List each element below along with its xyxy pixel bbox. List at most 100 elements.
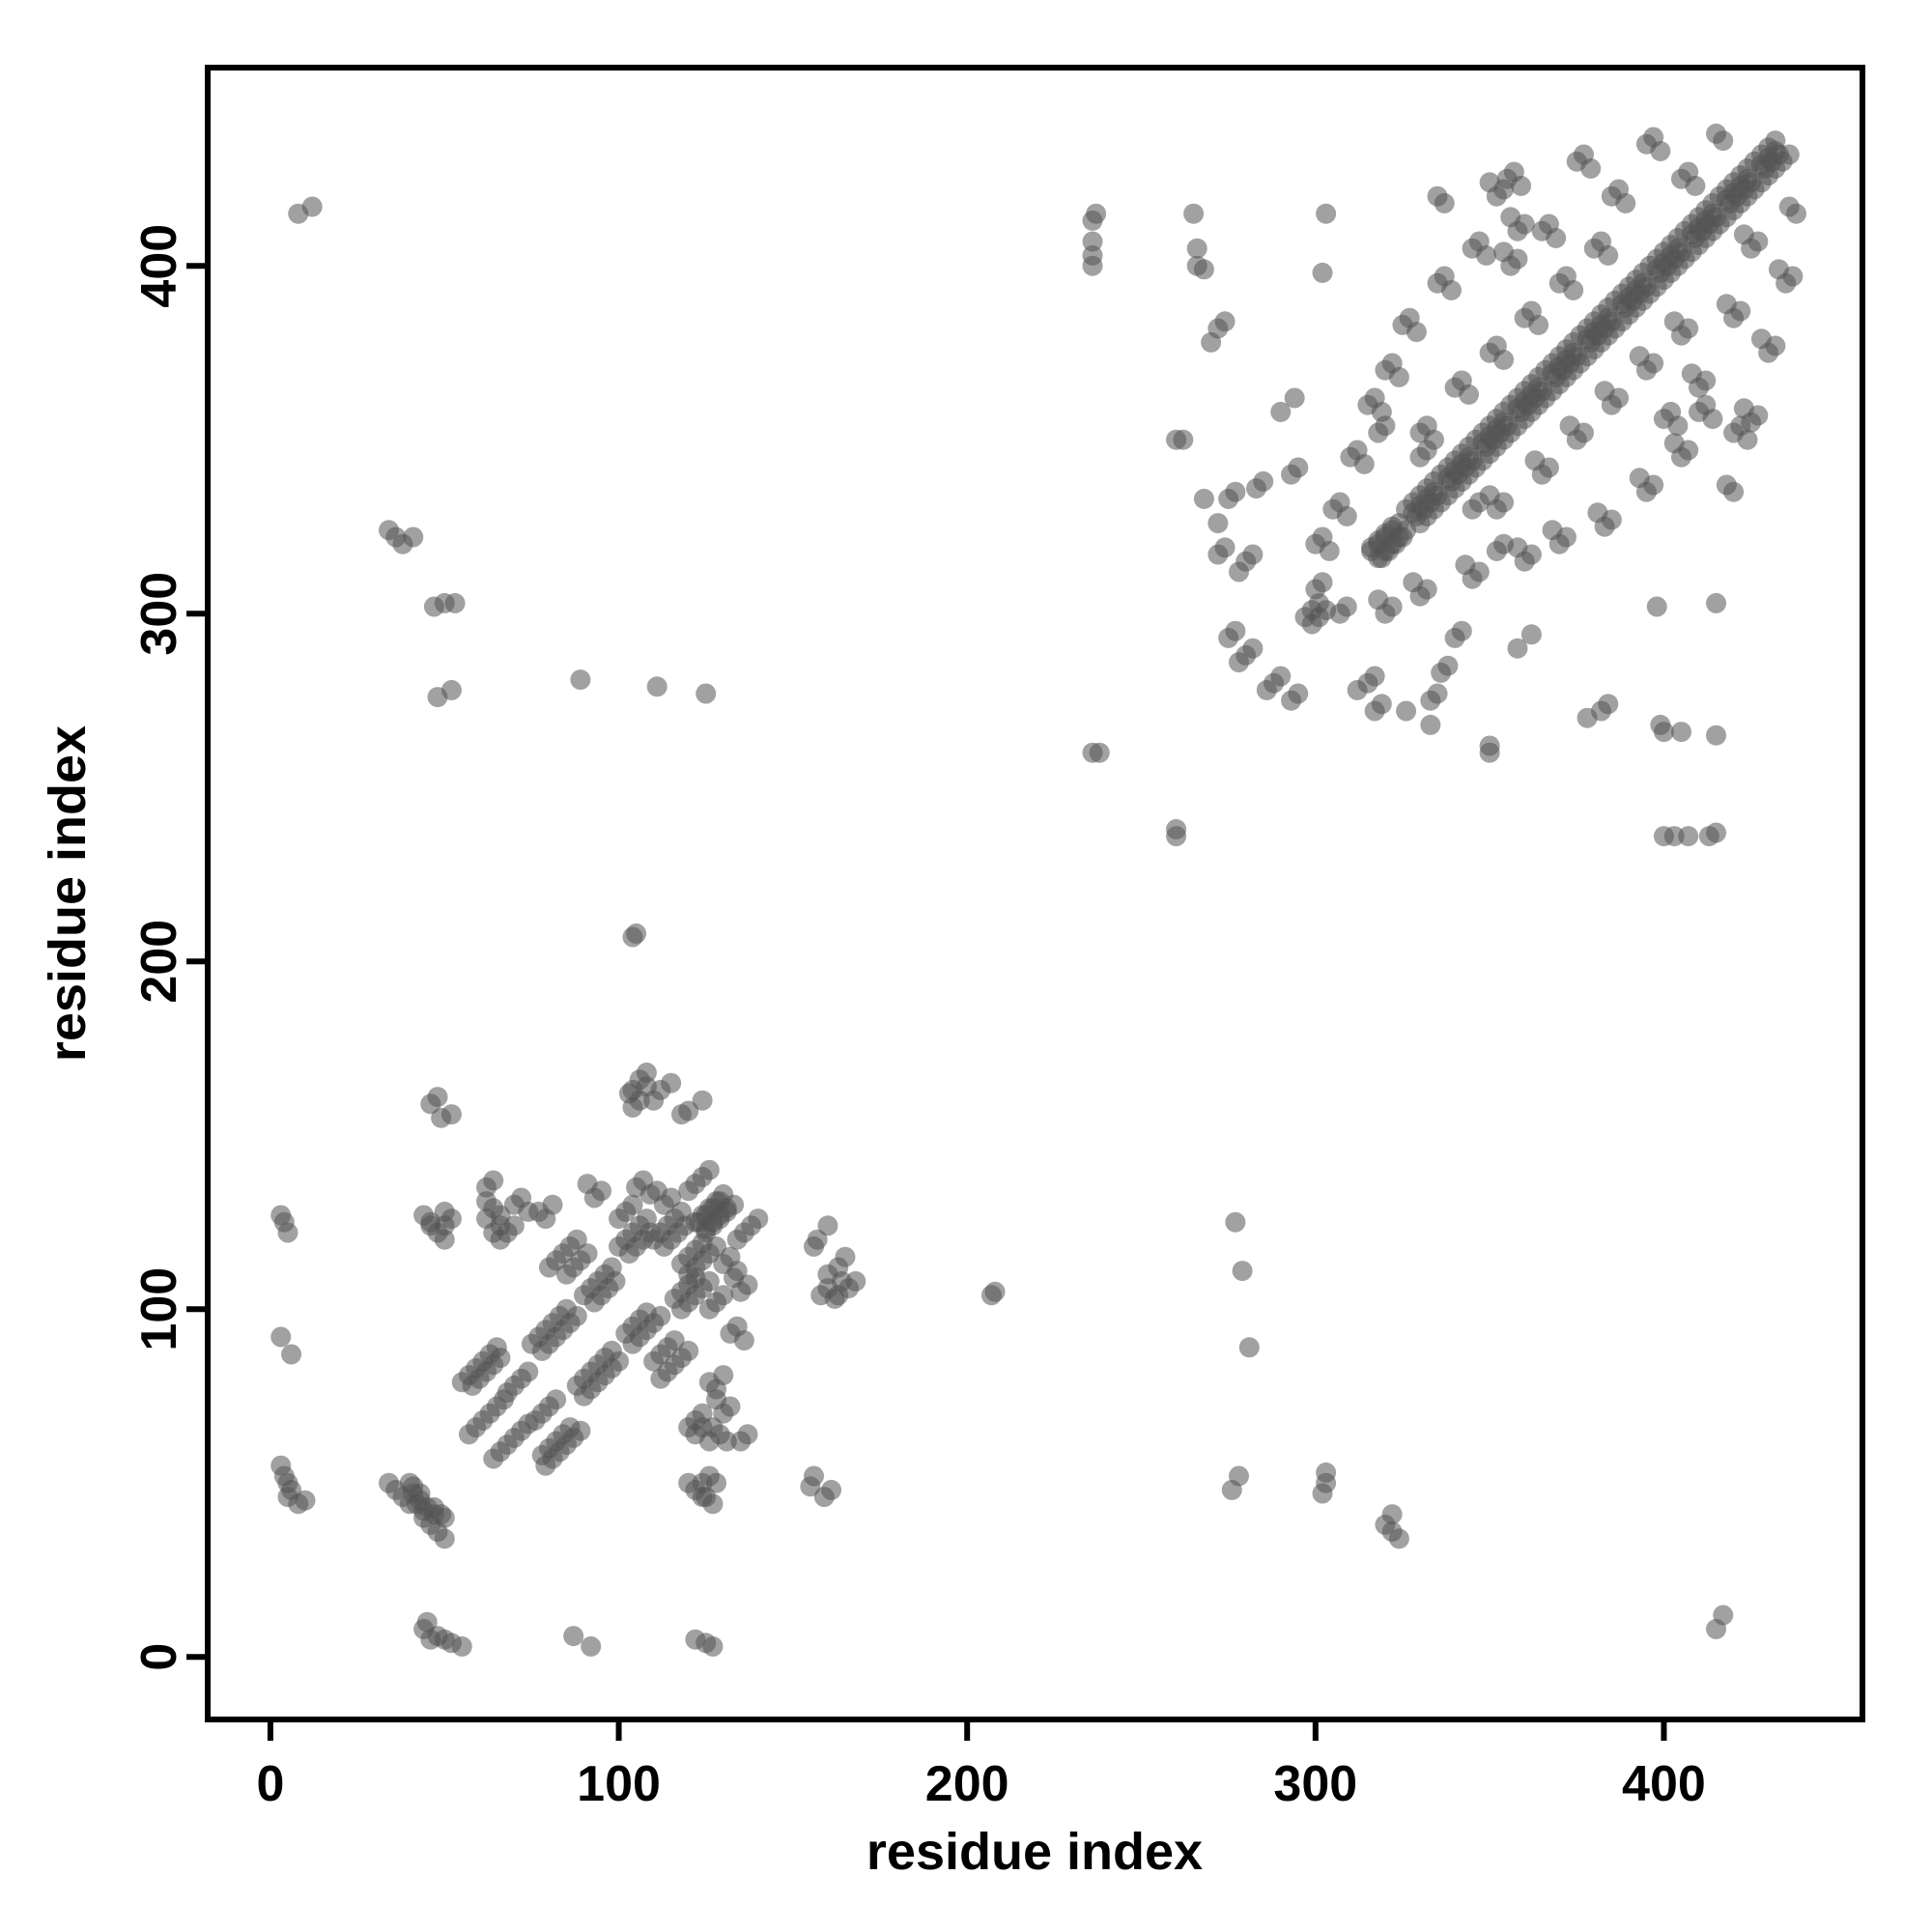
scatter-point xyxy=(1082,244,1103,266)
scatter-point xyxy=(748,1208,769,1230)
scatter-point xyxy=(1733,398,1754,419)
scatter-point xyxy=(1427,683,1448,704)
scatter-point xyxy=(1253,470,1274,492)
plot-frame xyxy=(205,65,1865,1722)
scatter-point xyxy=(379,1472,400,1493)
y-axis-title: residue index xyxy=(39,725,97,1062)
scatter-point xyxy=(1228,561,1249,582)
scatter-point xyxy=(1629,468,1650,489)
scatter-point xyxy=(1778,196,1800,217)
scatter-point xyxy=(281,1479,302,1500)
plot-frame-rect xyxy=(205,65,1865,1722)
scatter-point xyxy=(1500,207,1521,228)
scatter-point xyxy=(661,1072,682,1094)
scatter-point xyxy=(270,1205,292,1226)
scatter-point xyxy=(1193,488,1214,509)
scatter-point xyxy=(1232,1261,1253,1282)
scatter-point xyxy=(1670,722,1691,743)
scatter-point xyxy=(1663,826,1685,847)
scatter-point xyxy=(698,1431,720,1452)
scatter-point xyxy=(1420,714,1441,735)
scatter-point xyxy=(692,1403,713,1424)
scatter-point xyxy=(713,1285,734,1306)
scatter-point xyxy=(1396,700,1417,722)
x-tick-label: 100 xyxy=(577,1756,661,1812)
scatter-point xyxy=(1284,387,1305,409)
scatter-point xyxy=(1698,826,1719,847)
scatter-point xyxy=(678,1340,699,1361)
scatter-point xyxy=(570,669,591,691)
scatter-point xyxy=(281,1344,302,1365)
scatter-point xyxy=(1507,638,1528,659)
scatter-point xyxy=(1388,1528,1409,1549)
x-tick-label: 200 xyxy=(925,1756,1009,1812)
scatter-point xyxy=(1577,707,1598,728)
scatter-point xyxy=(1702,409,1723,430)
scatter-point xyxy=(1663,311,1685,332)
scatter-point xyxy=(270,1326,292,1348)
scatter-point xyxy=(427,1626,448,1647)
scatter-point xyxy=(1563,279,1584,300)
scatter-point xyxy=(678,1472,699,1493)
scatter-point xyxy=(403,1476,424,1497)
scatter-point xyxy=(1458,446,1479,468)
scatter-point xyxy=(1479,172,1500,193)
scatter-point xyxy=(1347,679,1368,700)
scatter-point xyxy=(664,1330,685,1351)
scatter-point xyxy=(427,1087,448,1108)
scatter-point xyxy=(1598,694,1619,715)
scatter-point xyxy=(295,1490,316,1511)
scatter-point xyxy=(1256,679,1277,700)
scatter-point xyxy=(1646,596,1667,617)
scatter-point xyxy=(835,1246,856,1267)
scatter-point xyxy=(1381,1504,1403,1525)
y-tick-label: 200 xyxy=(131,920,187,1004)
scatter-point xyxy=(1082,210,1103,231)
scatter-point xyxy=(1242,544,1264,565)
scatter-point xyxy=(1542,520,1563,541)
scatter-point xyxy=(1238,1337,1260,1358)
scatter-point xyxy=(1186,255,1208,276)
scatter-point xyxy=(821,1479,842,1500)
scatter-point xyxy=(444,592,466,613)
scatter-point xyxy=(1678,826,1699,847)
scatter-point xyxy=(379,520,400,541)
y-tick-label: 300 xyxy=(131,572,187,656)
scatter-point xyxy=(1316,203,1337,224)
scatter-point xyxy=(440,679,462,700)
scatter-point xyxy=(1546,227,1567,248)
scatter-point xyxy=(1493,533,1515,554)
scatter-point xyxy=(483,1170,504,1191)
scatter-point xyxy=(1201,331,1222,353)
scatter-point xyxy=(1476,244,1497,266)
scatter-point xyxy=(431,1504,452,1525)
scatter-point xyxy=(518,1361,539,1382)
scatter-point xyxy=(1765,140,1786,161)
scatter-point xyxy=(1208,513,1229,534)
scatter-point xyxy=(1353,453,1375,474)
scatter-point xyxy=(636,1062,657,1083)
scatter-point xyxy=(1437,655,1459,676)
scatter-point xyxy=(1368,589,1389,611)
scatter-point xyxy=(1667,238,1689,259)
scatter-point xyxy=(476,1208,497,1230)
scatter-point xyxy=(566,1305,587,1326)
scatter-point xyxy=(692,1090,713,1111)
scatter-point xyxy=(1468,492,1490,513)
scatter-point xyxy=(301,196,323,217)
scatter-point xyxy=(713,1365,734,1386)
scatter-point xyxy=(1580,157,1602,179)
scatter-point xyxy=(1563,342,1584,363)
scatter-point xyxy=(1598,307,1619,328)
scatter-point xyxy=(1364,666,1385,687)
scatter-point xyxy=(1750,328,1772,350)
scatter-point xyxy=(1312,572,1333,593)
scatter-point xyxy=(1423,481,1444,502)
scatter-point xyxy=(1594,381,1615,402)
y-tick-label: 0 xyxy=(131,1643,187,1671)
scatter-point xyxy=(1733,224,1754,245)
scatter-point xyxy=(1458,384,1479,405)
scatter-point xyxy=(546,1389,567,1410)
scatter-point xyxy=(1650,140,1671,161)
